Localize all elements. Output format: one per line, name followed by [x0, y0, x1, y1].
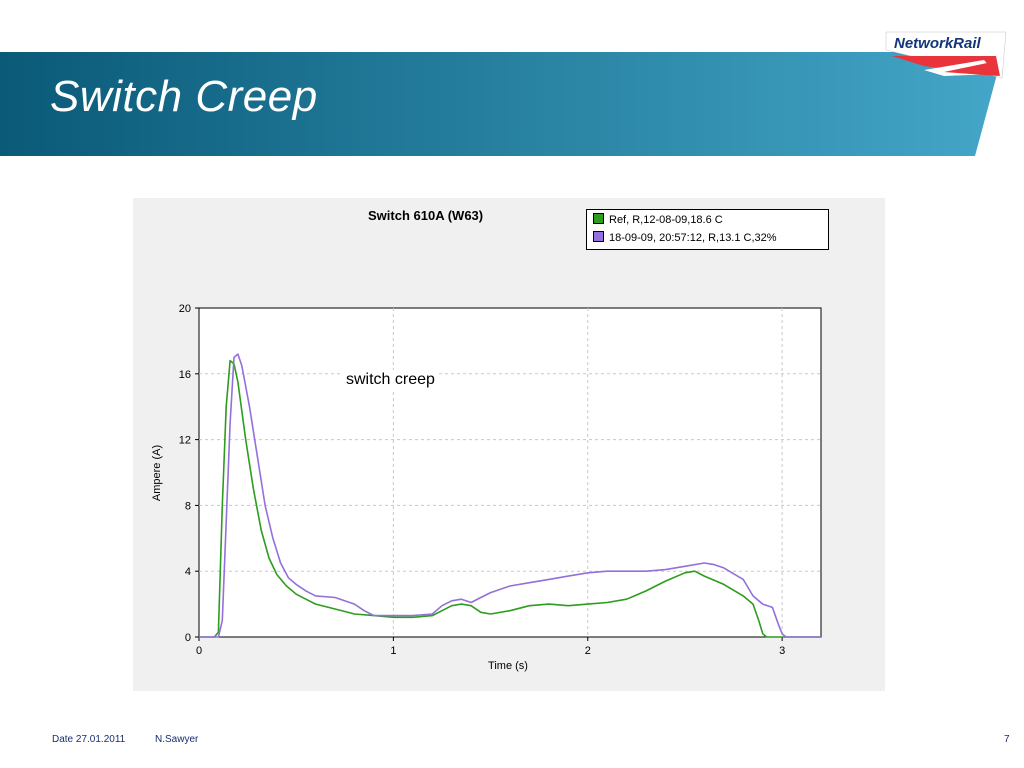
- network-rail-logo: [885, 31, 1007, 79]
- x-tick-label: 2: [585, 645, 591, 657]
- y-tick-label: 12: [179, 435, 191, 447]
- legend-label-ref: Ref, R,12-08-09,18.6 C: [609, 214, 723, 226]
- y-tick-label: 4: [185, 566, 191, 578]
- chart-legend: Ref, R,12-08-09,18.6 C 18-09-09, 20:57:1…: [586, 209, 829, 250]
- slide-title: Switch Creep: [50, 72, 318, 121]
- y-tick-label: 0: [185, 632, 191, 644]
- y-tick-label: 16: [179, 369, 191, 381]
- y-tick-label: 8: [185, 500, 191, 512]
- y-tick-label: 20: [179, 303, 191, 315]
- legend-entry-ref: Ref, R,12-08-09,18.6 C: [593, 213, 723, 229]
- x-axis-label: Time (s): [488, 660, 528, 672]
- series-line-ref: [199, 359, 821, 638]
- x-tick-label: 0: [196, 645, 202, 657]
- title-banner: [0, 52, 1024, 156]
- x-tick-label: 1: [390, 645, 396, 657]
- footer-page-number: 7: [1004, 734, 1010, 745]
- y-axis-label: Ampere (A): [151, 445, 163, 501]
- legend-swatch-measurement: [593, 231, 604, 242]
- banner-background: [0, 52, 1003, 156]
- legend-entry-measurement: 18-09-09, 20:57:12, R,13.1 C,32%: [593, 231, 777, 247]
- legend-label-measurement: 18-09-09, 20:57:12, R,13.1 C,32%: [609, 232, 777, 244]
- chart-annotation: switch creep: [342, 370, 439, 390]
- x-tick-label: 3: [779, 645, 785, 657]
- series-line-measurement: [199, 353, 821, 638]
- logo-text: NetworkRail: [894, 35, 981, 52]
- legend-swatch-ref: [593, 213, 604, 224]
- chart-title: Switch 610A (W63): [368, 208, 484, 223]
- series-lines: [199, 353, 821, 638]
- footer-author: N.Sawyer: [155, 734, 199, 745]
- plot-area: [198, 307, 822, 638]
- grid-lines: [199, 308, 821, 637]
- footer-date: Date 27.01.2011: [52, 734, 126, 745]
